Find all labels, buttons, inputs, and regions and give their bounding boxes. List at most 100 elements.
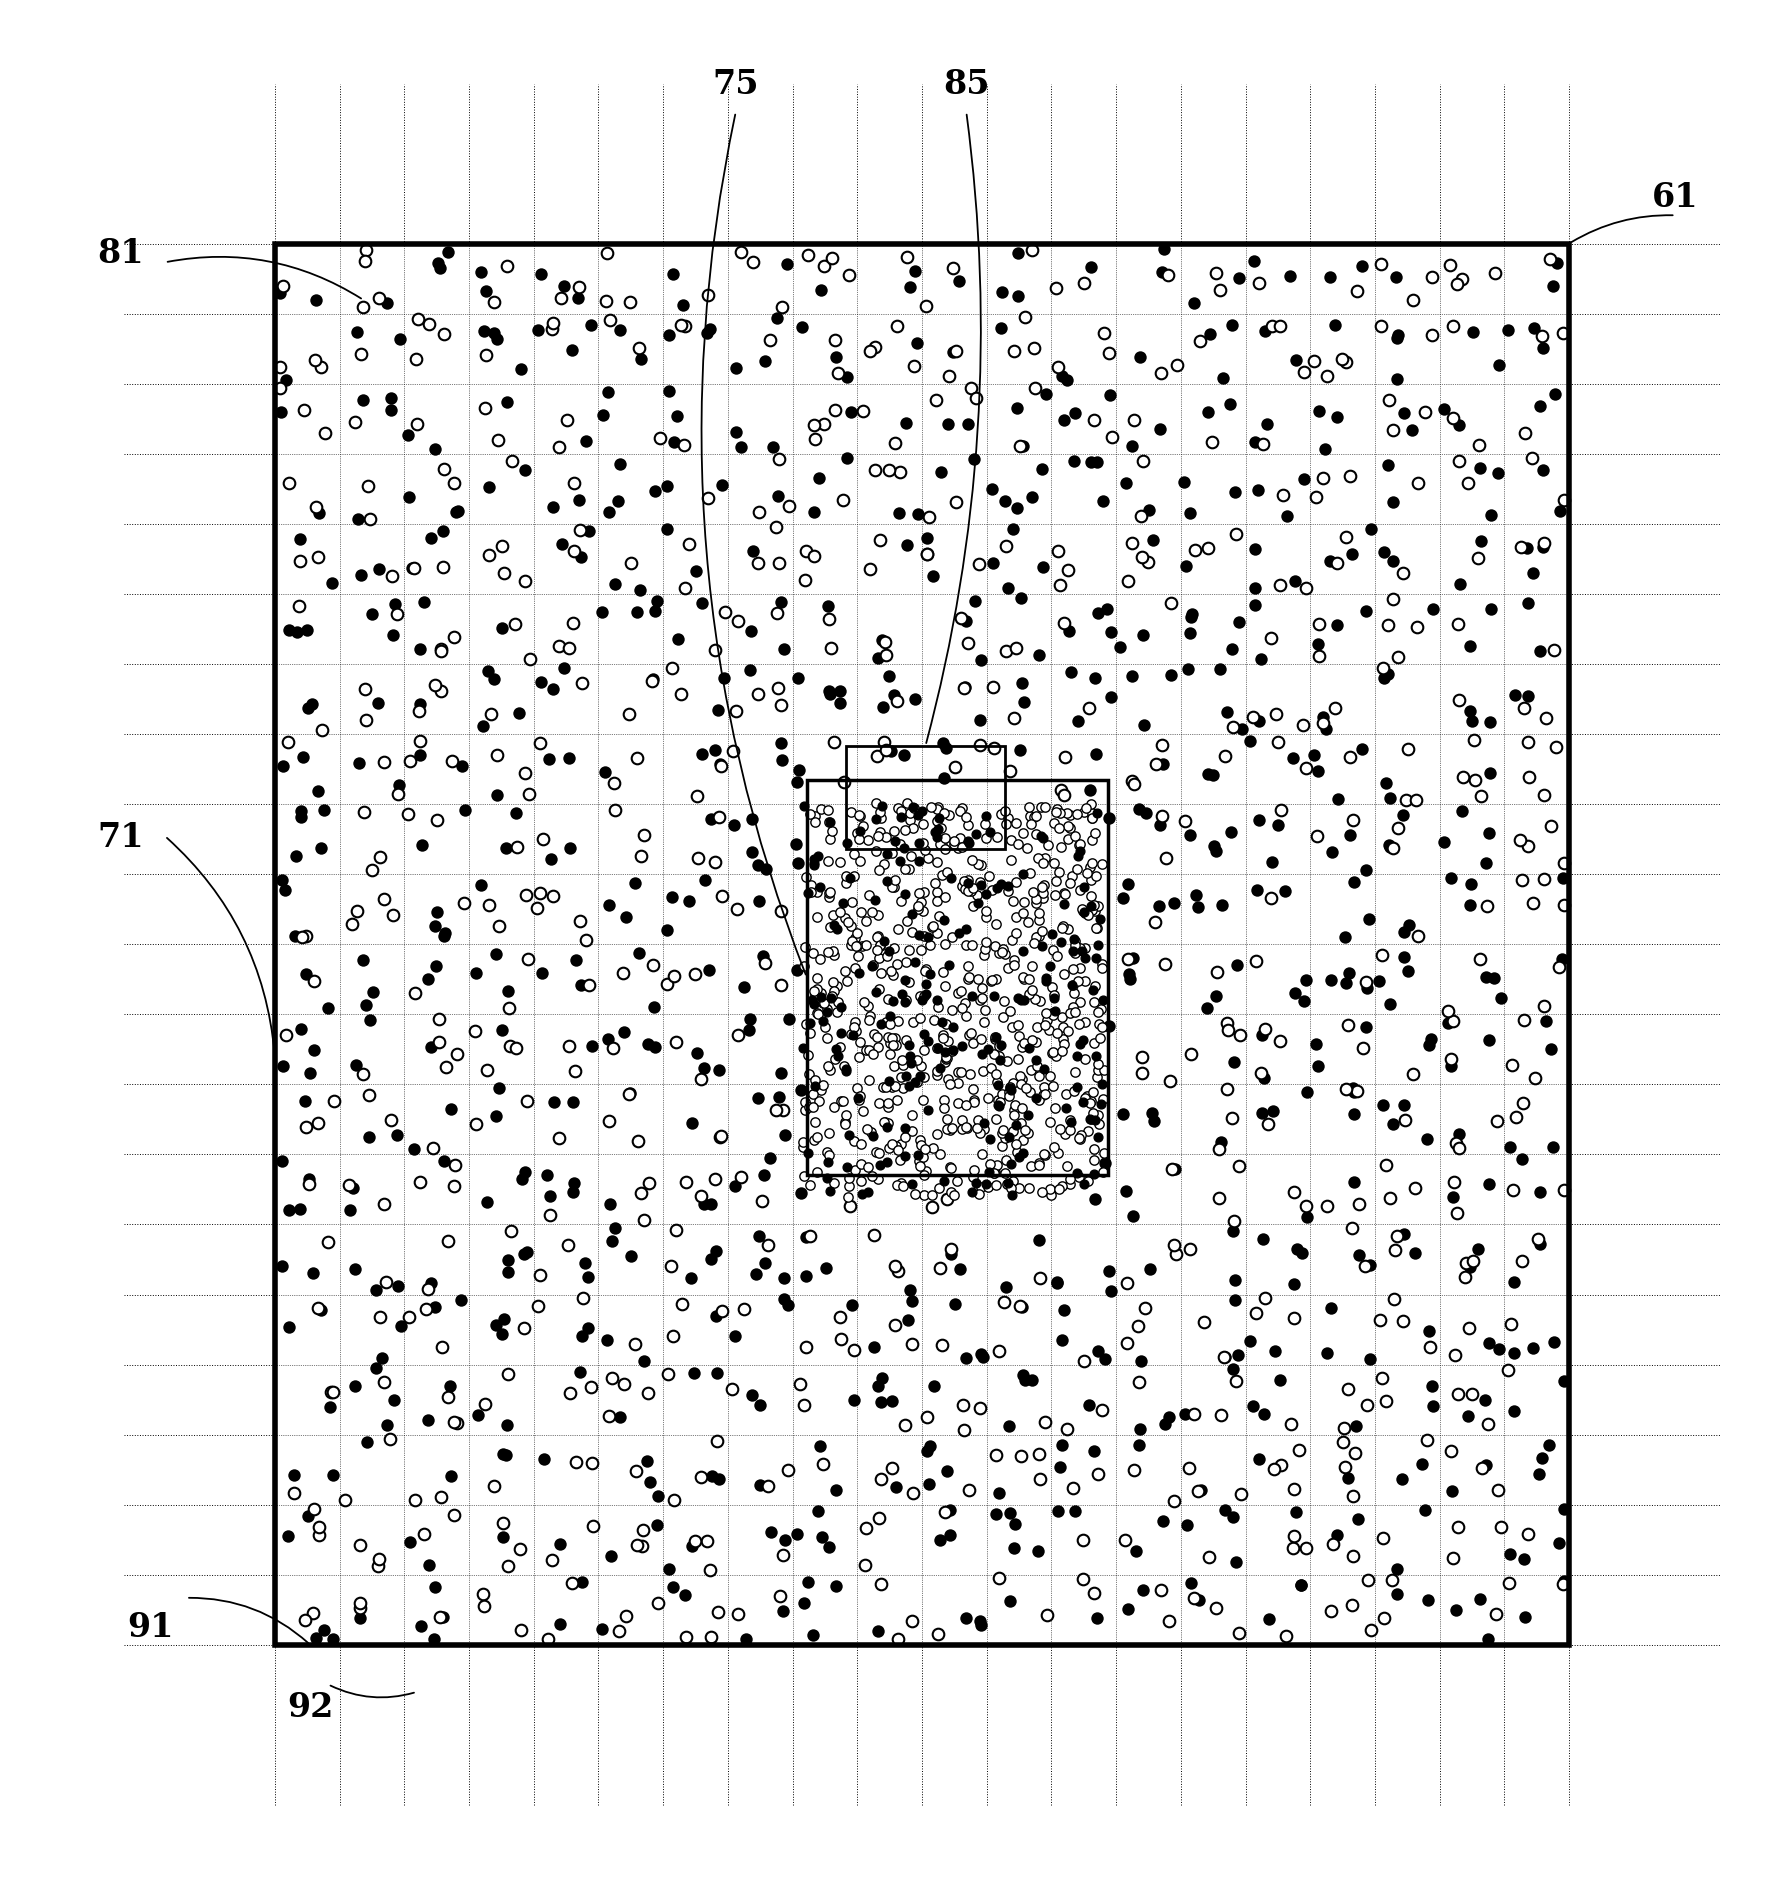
Point — [310, 1615, 339, 1645]
Point — [897, 1169, 926, 1199]
Point — [808, 1523, 837, 1553]
Point — [1090, 1139, 1119, 1169]
Point — [1500, 1267, 1528, 1297]
Point — [807, 944, 835, 974]
Point — [266, 353, 294, 384]
Point — [704, 1596, 732, 1626]
Point — [502, 833, 530, 863]
Point — [1250, 1284, 1278, 1314]
Point — [1119, 1455, 1147, 1485]
Point — [1369, 1604, 1397, 1634]
Point — [1323, 402, 1351, 432]
Point — [1505, 825, 1534, 855]
Point — [957, 844, 986, 874]
Point — [943, 1057, 972, 1087]
Point — [1039, 936, 1067, 966]
Point — [658, 884, 686, 914]
Point — [995, 876, 1023, 906]
Point — [1016, 1057, 1044, 1087]
Point — [1050, 1013, 1078, 1043]
Point — [842, 1017, 871, 1047]
Point — [977, 876, 1005, 906]
Point — [303, 776, 332, 807]
Point — [762, 513, 791, 543]
Point — [1335, 820, 1363, 850]
Point — [807, 1075, 835, 1105]
Point — [933, 1455, 961, 1485]
Point — [300, 1495, 328, 1525]
Point — [995, 1410, 1023, 1440]
Point — [830, 1109, 858, 1139]
Point — [449, 752, 477, 782]
Point — [672, 573, 700, 603]
Point — [723, 607, 752, 637]
Point — [358, 978, 387, 1008]
Point — [1000, 1510, 1028, 1540]
Point — [566, 970, 594, 1000]
Point — [754, 1472, 782, 1502]
Point — [821, 1034, 849, 1064]
Point — [1058, 936, 1087, 966]
Point — [676, 885, 704, 916]
Point — [807, 979, 835, 1010]
Point — [991, 940, 1019, 970]
Point — [810, 989, 839, 1019]
Point — [496, 1216, 525, 1246]
Point — [910, 981, 938, 1011]
Point — [516, 645, 544, 675]
Point — [895, 1030, 924, 1060]
Bar — [846, 746, 1005, 850]
Point — [546, 284, 574, 314]
Point — [348, 340, 376, 370]
Point — [1202, 1592, 1230, 1622]
Point — [1206, 1183, 1234, 1213]
Point — [686, 1064, 715, 1094]
Point — [658, 259, 686, 290]
Point — [1028, 916, 1057, 946]
Point — [1145, 810, 1174, 840]
Point — [1404, 468, 1433, 498]
Point — [1271, 1621, 1300, 1651]
Point — [881, 1030, 910, 1060]
Point — [1330, 1414, 1358, 1444]
Point — [1434, 1010, 1463, 1040]
Point — [975, 861, 1004, 891]
Point — [624, 598, 652, 628]
Point — [1282, 1496, 1310, 1527]
Point — [823, 914, 851, 944]
Point — [801, 1107, 830, 1137]
Point — [1035, 1015, 1064, 1045]
Point — [337, 910, 365, 940]
Point — [883, 793, 911, 823]
Point — [652, 515, 681, 545]
Point — [890, 1113, 918, 1143]
Point — [918, 1192, 947, 1222]
Point — [1030, 844, 1058, 874]
Point — [842, 818, 871, 848]
Point — [876, 1002, 904, 1032]
Point — [894, 788, 922, 818]
Point — [605, 487, 633, 517]
Point — [947, 1032, 975, 1062]
Point — [1053, 1152, 1082, 1183]
Point — [1021, 374, 1050, 404]
Point — [489, 1523, 518, 1553]
Point — [482, 325, 511, 355]
Point — [1060, 1496, 1089, 1527]
Point — [814, 592, 842, 622]
Point — [697, 1555, 725, 1585]
Point — [1082, 1105, 1110, 1136]
Point — [917, 1431, 945, 1461]
Point — [805, 1431, 833, 1461]
Point — [980, 1025, 1009, 1055]
Point — [535, 1199, 564, 1230]
Point — [1181, 1583, 1209, 1613]
Point — [940, 825, 968, 855]
Point — [895, 1042, 924, 1072]
Point — [1030, 844, 1058, 874]
Point — [1356, 515, 1385, 545]
Point — [1023, 1051, 1051, 1081]
Point — [383, 600, 411, 630]
Point — [356, 506, 385, 536]
Point — [1071, 966, 1099, 996]
